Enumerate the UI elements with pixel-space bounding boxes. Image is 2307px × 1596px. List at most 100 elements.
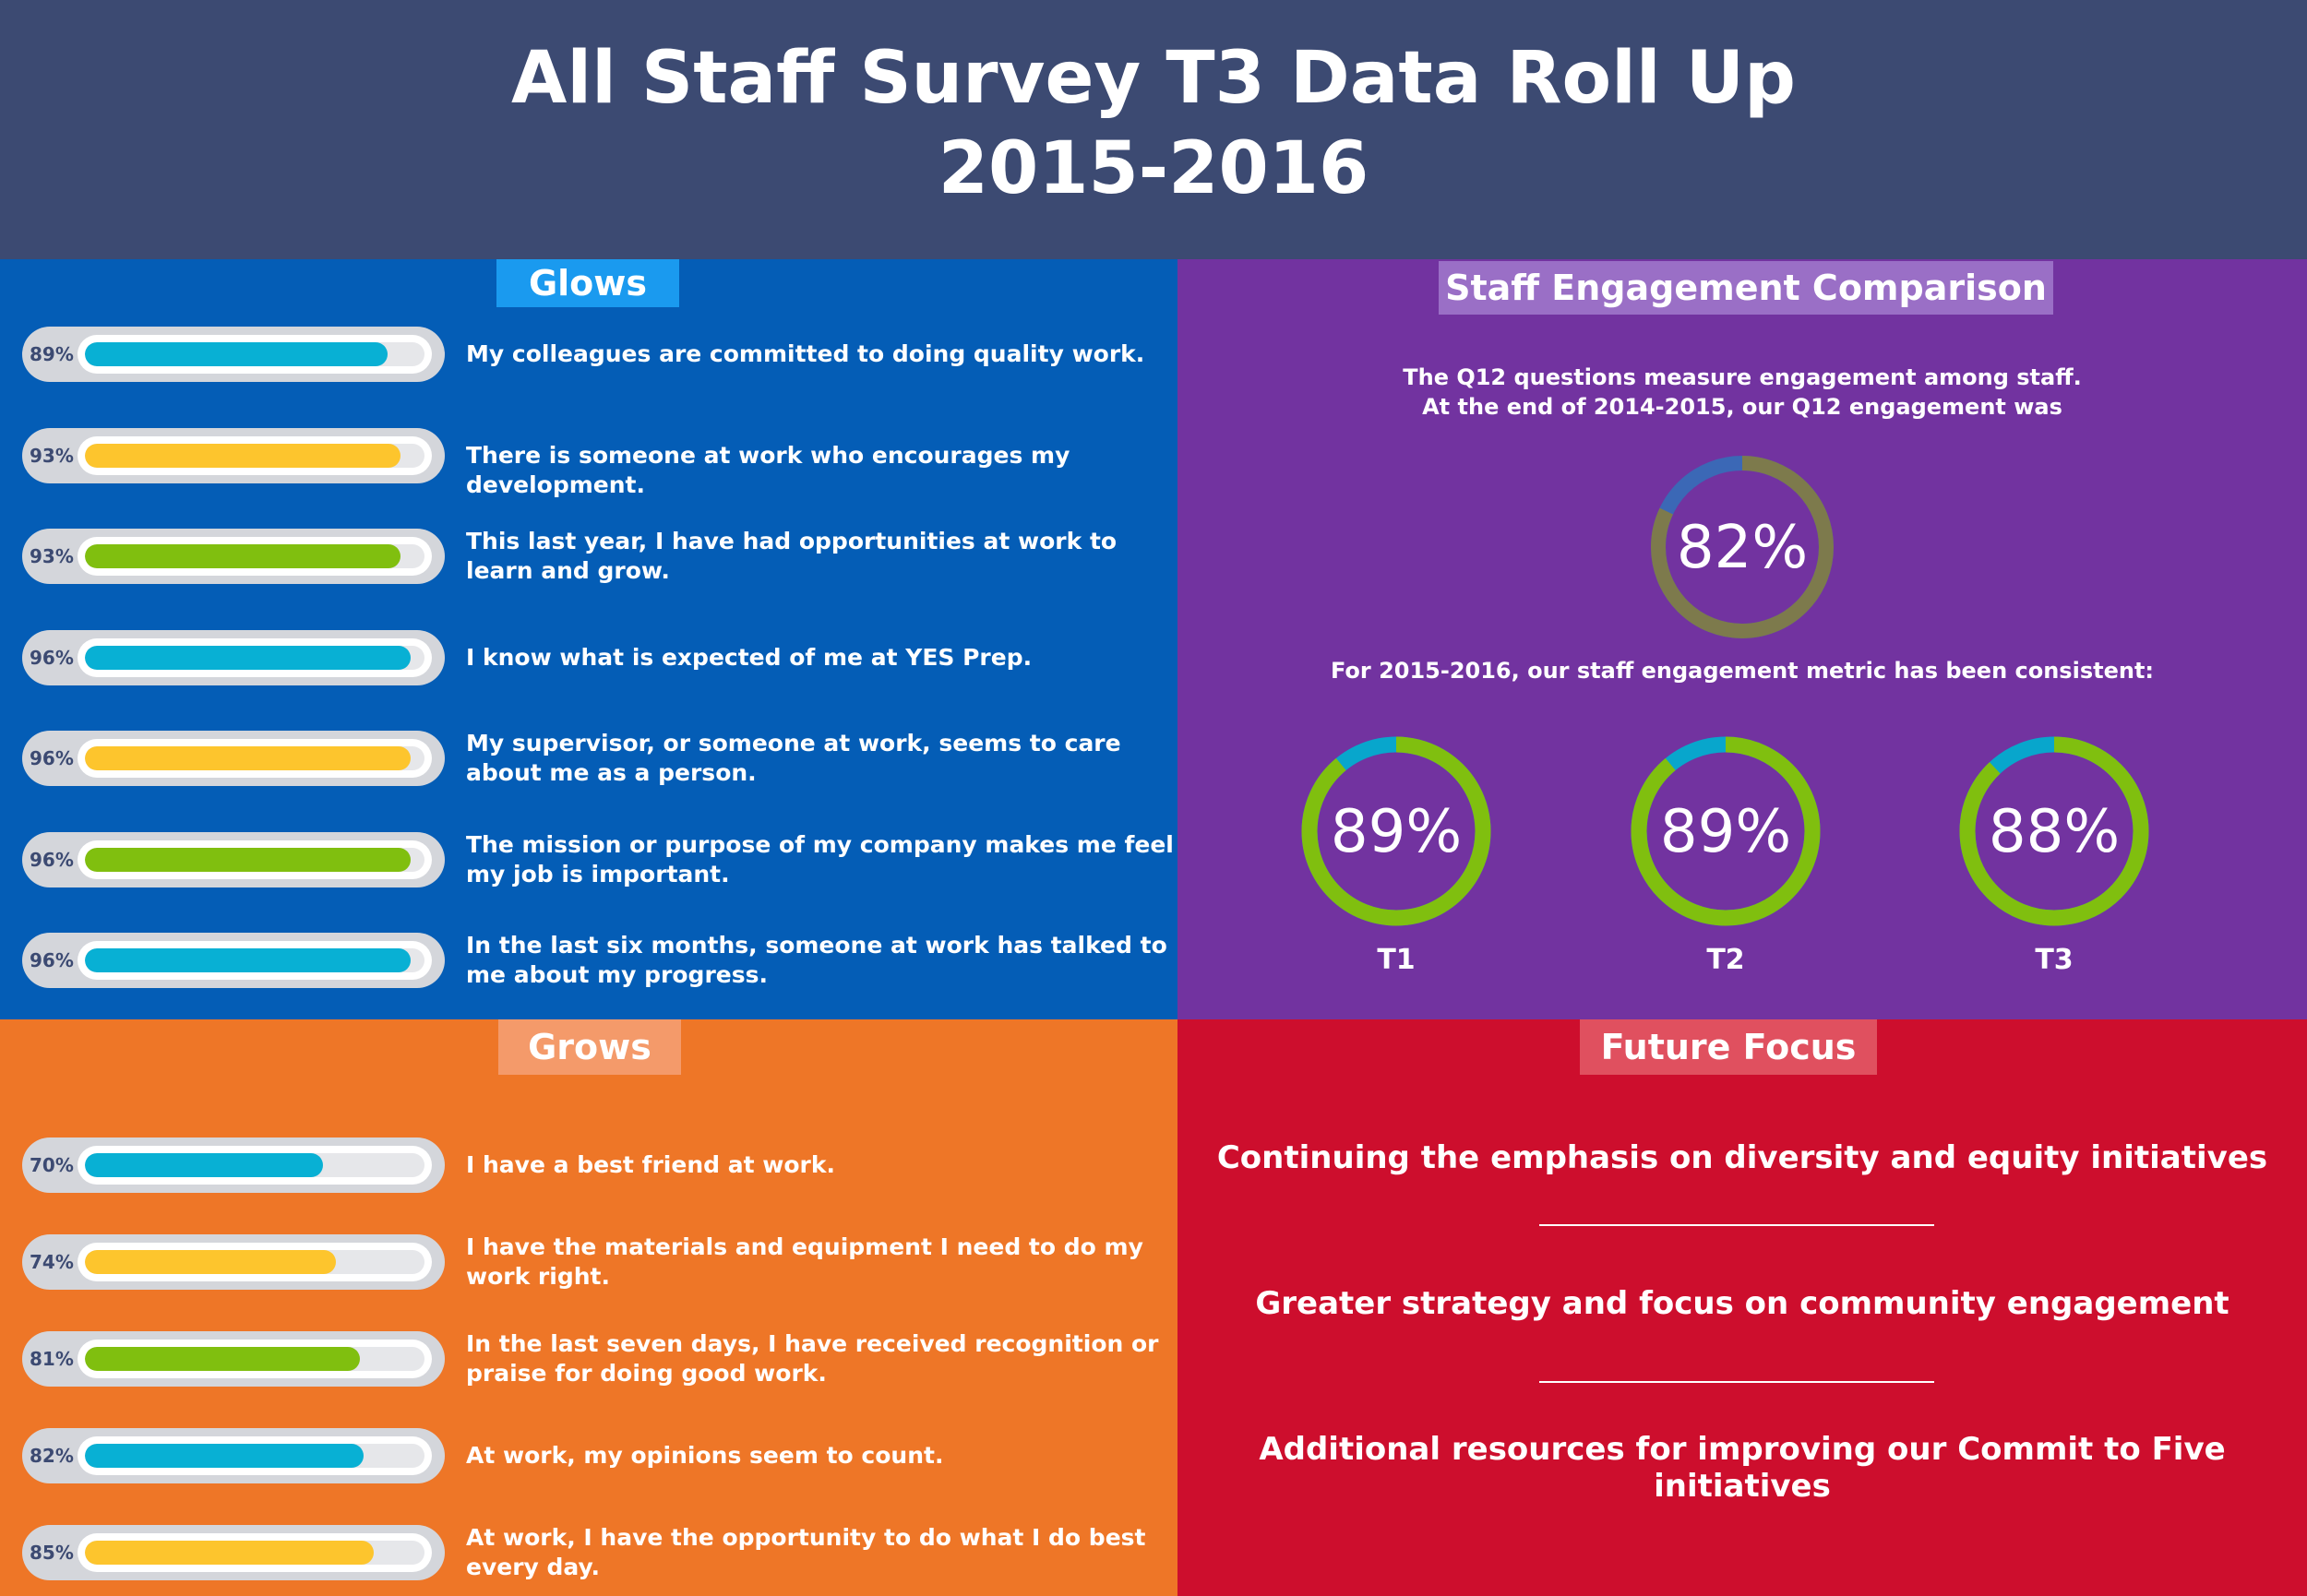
term-label: T1	[1377, 944, 1416, 976]
donut-value-arc	[1301, 736, 1491, 926]
bar-fill	[85, 342, 388, 366]
term-donut-chart: 89%	[1301, 736, 1491, 926]
bar-inner	[85, 1153, 424, 1177]
glows-row: 89% My colleagues are committed to doing …	[0, 317, 1177, 391]
percent-label: 96%	[30, 747, 74, 769]
percent-bar: 96%	[22, 831, 445, 887]
percent-bar: 70%	[22, 1137, 445, 1193]
percent-label: 81%	[30, 1348, 74, 1370]
donut-value-label: 82%	[1677, 514, 1808, 582]
bar-fill	[85, 1153, 323, 1177]
statement-text: I know what is expected of me at YES Pre…	[466, 643, 1033, 671]
statement-text: The mission or purpose of my company mak…	[466, 830, 1174, 887]
future-focus-item: Greater strategy and focus on community …	[1255, 1285, 2229, 1322]
bar-track	[78, 637, 432, 677]
bar-fill	[85, 645, 412, 670]
percent-bar: 96%	[22, 629, 445, 685]
bar-track	[78, 537, 432, 576]
future-focus-panel: Future Focus Continuing the emphasis on …	[1177, 1019, 2307, 1596]
glows-row: 93% There is someone at work who encourag…	[0, 419, 1177, 498]
percent-label: 96%	[30, 646, 74, 669]
bar-track	[78, 840, 432, 879]
percent-bar: 96%	[22, 933, 445, 988]
percent-bar: 93%	[22, 529, 445, 584]
focus-divider	[1539, 1224, 1934, 1226]
percent-bar: 93%	[22, 427, 445, 483]
percent-label: 96%	[30, 848, 74, 871]
future-focus-item: Additional resources for improving our C…	[1259, 1431, 2226, 1505]
term-donut: 89%	[1294, 729, 1499, 934]
bar-track	[78, 739, 432, 778]
bar-inner	[85, 746, 424, 770]
term-donut: 88%	[1952, 729, 2157, 934]
grows-row: 70% I have a best friend at work.	[0, 1128, 1177, 1202]
term-label: T2	[1706, 944, 1745, 976]
bar-track	[78, 1436, 432, 1475]
baseline-donut: 82%	[1644, 448, 1841, 646]
page-subtitle: 2015-2016	[938, 127, 1369, 210]
bar-inner	[85, 847, 424, 872]
percent-label: 96%	[30, 949, 74, 971]
grows-row: 85% At work, I have the opportunity to do…	[0, 1516, 1177, 1590]
percent-label: 70%	[30, 1154, 74, 1176]
term-label: T3	[2035, 944, 2074, 976]
term-donut: 89%	[1623, 729, 1828, 934]
grows-label: Grows	[498, 1019, 681, 1075]
focus-divider	[1539, 1381, 1934, 1383]
bar-fill	[85, 1444, 364, 1468]
bar-inner	[85, 342, 424, 366]
percent-label: 74%	[30, 1251, 74, 1273]
statement-text: This last year, I have had opportunities…	[466, 528, 1118, 584]
percent-label: 93%	[30, 444, 74, 467]
percent-label: 89%	[30, 343, 74, 365]
bar-track	[78, 1340, 432, 1378]
donut-value-label: 89%	[1660, 798, 1791, 866]
baseline-donut-chart: 82%	[1651, 456, 1834, 638]
glows-row: 96% I know what is expected of me at YES …	[0, 621, 1177, 695]
bar-inner	[85, 1347, 424, 1371]
engagement-panel: Staff Engagement Comparison The Q12 ques…	[1177, 259, 2307, 1019]
engagement-intro-line2: At the end of 2014-2015, our Q12 engagem…	[1422, 394, 2062, 420]
page-title: All Staff Survey T3 Data Roll Up	[511, 37, 1796, 120]
statement-text: There is someone at work who encourages …	[466, 441, 1070, 498]
bar-track	[78, 1243, 432, 1281]
engagement-intro-line1: The Q12 questions measure engagement amo…	[1403, 364, 2082, 390]
grows-row: 82% At work, my opinions seem to count.	[0, 1419, 1177, 1493]
percent-bar: 96%	[22, 731, 445, 786]
bar-track	[78, 1533, 432, 1572]
donut-value-arc	[1651, 456, 1834, 638]
statement-text: In the last seven days, I have received …	[466, 1330, 1159, 1387]
donut-value-label: 88%	[1989, 798, 2120, 866]
engagement-label: Staff Engagement Comparison	[1439, 261, 2053, 315]
bar-inner	[85, 948, 424, 972]
donut-value-arc	[1959, 736, 2149, 926]
header: All Staff Survey T3 Data Roll Up 2015-20…	[0, 0, 2307, 259]
statement-text: In the last six months, someone at work …	[466, 932, 1167, 988]
statement-text: My supervisor, or someone at work, seems…	[466, 730, 1121, 786]
grows-panel: Grows 70% I have a best friend at work. 74…	[0, 1019, 1177, 1596]
statement-text: My colleagues are committed to doing qua…	[466, 340, 1145, 367]
percent-bar: 85%	[22, 1525, 445, 1580]
engagement-consistent-text: For 2015-2016, our staff engagement metr…	[1330, 658, 2155, 684]
future-focus-item: Continuing the emphasis on diversity and…	[1216, 1139, 2268, 1176]
glows-label: Glows	[496, 259, 679, 307]
term-donut-chart: 88%	[1959, 736, 2149, 926]
grows-row: 81% In the last seven days, I have receiv…	[0, 1322, 1177, 1396]
bar-track	[78, 1146, 432, 1185]
bar-inner	[85, 443, 424, 468]
bar-fill	[85, 1347, 361, 1371]
donut-value-arc	[1631, 736, 1821, 926]
donut-value-label: 89%	[1331, 798, 1462, 866]
grows-row: 74% I have the materials and equipment I …	[0, 1225, 1177, 1299]
statement-text: I have the materials and equipment I nee…	[466, 1233, 1143, 1290]
bar-fill	[85, 746, 412, 770]
percent-bar: 89%	[22, 327, 445, 382]
bar-track	[78, 435, 432, 475]
glows-row: 96% In the last six months, someone at wo…	[0, 923, 1177, 997]
future-focus-label: Future Focus	[1580, 1019, 1877, 1075]
bar-fill	[85, 544, 401, 568]
bar-inner	[85, 1541, 424, 1565]
bar-track	[78, 335, 432, 374]
bar-inner	[85, 1444, 424, 1468]
glows-row: 93% This last year, I have had opportunit…	[0, 519, 1177, 593]
